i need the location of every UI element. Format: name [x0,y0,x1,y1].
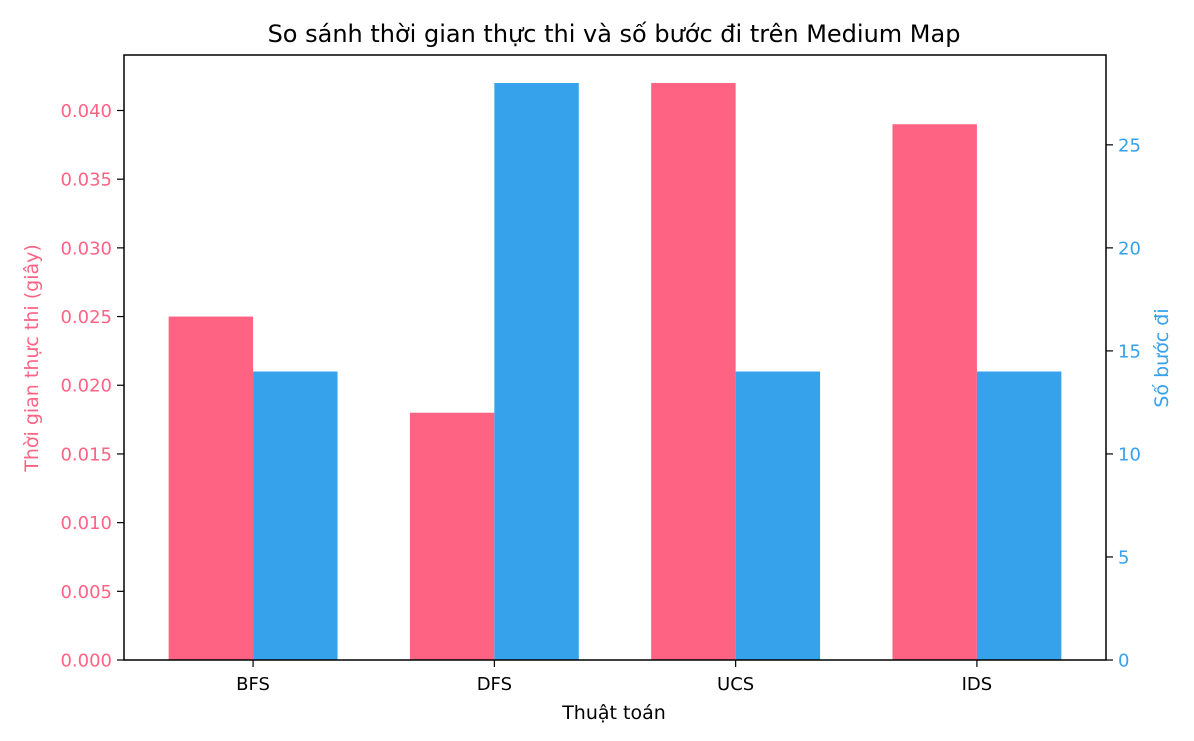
x-tick-label-ucs: UCS [717,674,754,695]
y-left-tick-label: 0.030 [60,238,112,259]
y-left-tick-label: 0.035 [60,170,112,191]
y-left-tick-label: 0.040 [60,101,112,122]
y-right-tick-label: 20 [1118,238,1141,259]
right-axis-ticks: 0 5 10 15 20 25 [1106,135,1141,672]
y-left-tick-label: 0.010 [60,513,112,534]
bar-time-ucs [651,83,736,660]
bars-group [168,83,1062,660]
bar-steps-ucs [735,371,821,660]
chart-title: So sánh thời gian thực thi và số bước đi… [268,20,961,48]
y-right-tick-label: 25 [1118,135,1141,156]
bar-time-dfs [409,412,495,660]
y-left-axis-label: Thời gian thực thi (giây) [21,244,43,473]
bar-steps-bfs [253,371,338,660]
y-right-tick-label: 15 [1118,341,1141,362]
y-right-axis-label: Số bước đi [1151,308,1173,407]
plot-frame [123,54,1107,661]
x-tick-label-ids: IDS [962,674,993,695]
x-tick-label-dfs: DFS [477,674,512,695]
x-axis-label: Thuật toán [561,702,666,724]
x-tick-label-bfs: BFS [236,674,270,695]
y-right-tick-label: 5 [1118,547,1129,568]
y-right-tick-label: 0 [1118,651,1129,672]
bar-time-ids [892,124,977,660]
y-left-tick-label: 0.020 [60,376,112,397]
left-axis-ticks: 0.000 0.005 0.010 0.015 0.020 0.025 0.030 0.035… [60,101,124,672]
y-left-tick-label: 0.005 [60,582,112,603]
bar-steps-dfs [494,83,579,660]
bar-steps-ids [976,371,1062,660]
y-right-tick-label: 10 [1118,444,1141,465]
y-left-tick-label: 0.000 [60,651,112,672]
y-left-tick-label: 0.025 [60,307,112,328]
bar-time-bfs [168,316,254,660]
y-left-tick-label: 0.015 [60,444,112,465]
x-axis-ticks: BFS DFS UCS IDS [236,660,992,695]
